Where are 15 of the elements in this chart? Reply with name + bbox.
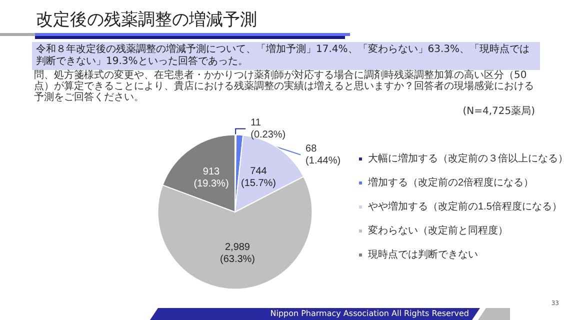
- text: (N=4,725薬局): [462, 104, 535, 118]
- legend-label: 変わらない（改定前と同程度）: [368, 224, 508, 236]
- legend-label: 現時点では判断できない: [368, 248, 478, 260]
- text: Nippon Pharmacy Association All Rights Reserved: [270, 308, 469, 320]
- data-label: 744 (15.7%): [240, 166, 276, 190]
- data-label: 2,989 (63.3%): [220, 242, 255, 266]
- legend-label: 大幅に増加する（改定前の３倍以上になる）: [368, 152, 568, 164]
- legend-label: 増加する（改定前の2倍程度になる）: [367, 176, 534, 188]
- data-label: 11 (0.23%): [250, 117, 286, 140]
- text: 問、処方箋様式の変更や、在宅患者・かかりつけ薬剤師が対応する場合に調剤時残薬調整加算の高い区分（50点）が算定できることにより、貴店における残薬調整の実績は増えると思いますか？回答者の現場感覚における予測をご回答ください。: [34, 70, 534, 103]
- legend-label: やや増加する（改定前の1.5倍程度になる）: [368, 200, 562, 212]
- chart-subtitle: 令和８年改定後の残薬調整の増減予測について、「増加予測」17.4%、「変わらない」63.3%、「現時点では判断できない」19.3%といった回答であった。: [32, 42, 540, 70]
- chart-title: 改定後の残薬調整の増減予測: [36, 9, 257, 31]
- data-label: 68 (1.44%): [306, 143, 341, 166]
- data-label: 913 (19.3%): [194, 166, 229, 190]
